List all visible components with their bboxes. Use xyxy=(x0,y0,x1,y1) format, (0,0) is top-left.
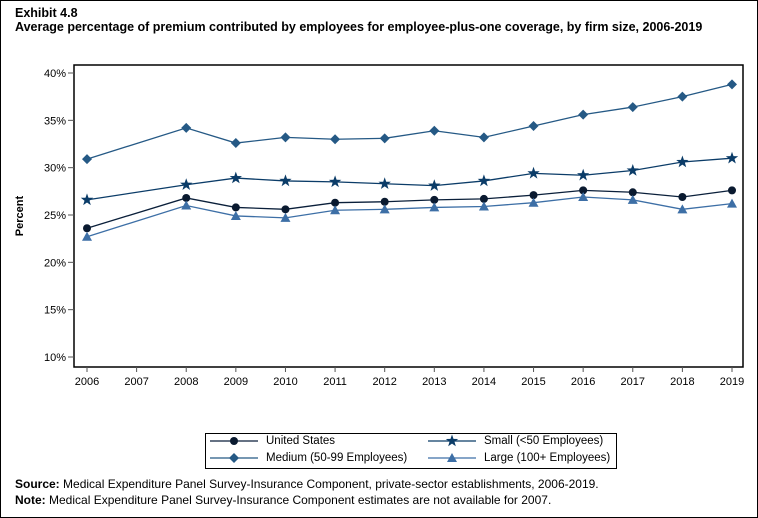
data-point xyxy=(280,132,291,143)
data-point xyxy=(627,102,638,113)
data-point xyxy=(379,133,390,144)
data-point xyxy=(577,168,590,181)
data-point xyxy=(331,198,340,207)
y-tick-label: 30% xyxy=(44,163,66,175)
x-tick-label: 2014 xyxy=(472,376,496,388)
data-point xyxy=(676,155,689,168)
y-tick-label: 35% xyxy=(44,115,66,127)
source-note: Source: Medical Expenditure Panel Survey… xyxy=(15,477,599,491)
legend-item: United States xyxy=(210,434,335,448)
data-point xyxy=(627,194,638,204)
y-axis-label: Percent xyxy=(14,195,26,236)
data-point xyxy=(727,79,737,90)
data-point xyxy=(728,186,736,195)
data-point xyxy=(182,193,191,202)
line-chart: 10% 15% 20% 25% 30% 35% 40% 2006 2007 2008 2009 201… xyxy=(14,64,744,388)
x-tick-label: 2017 xyxy=(621,376,645,388)
data-point xyxy=(231,203,240,212)
x-tick-label: 2006 xyxy=(75,376,99,388)
legend: United States Small (<50 Employees) Medi… xyxy=(205,433,617,469)
data-point xyxy=(280,212,291,222)
legend-item: Medium (50-99 Employees) xyxy=(210,451,407,465)
data-point xyxy=(478,132,489,143)
data-point xyxy=(330,205,341,215)
data-point xyxy=(529,191,538,200)
data-point xyxy=(445,434,459,447)
data-point xyxy=(478,201,489,211)
data-point xyxy=(428,179,441,191)
y-tick-label: 10% xyxy=(44,352,66,364)
series-line xyxy=(86,83,733,160)
data-point xyxy=(181,122,192,133)
y-tick-label: 15% xyxy=(44,305,66,317)
data-point xyxy=(229,453,239,463)
availability-note: Note: Medical Expenditure Panel Survey-I… xyxy=(15,493,552,507)
data-point xyxy=(527,166,540,179)
data-point xyxy=(678,193,687,202)
data-point xyxy=(578,192,589,202)
data-point xyxy=(477,174,491,187)
exhibit-label: Exhibit 4.8 xyxy=(15,6,78,20)
data-point xyxy=(677,204,688,214)
data-point xyxy=(528,197,539,207)
x-tick-label: 2019 xyxy=(720,376,744,388)
legend-label: United States xyxy=(266,435,336,447)
data-point xyxy=(330,134,341,145)
y-tick-label: 40% xyxy=(44,68,66,80)
x-tick-label: 2015 xyxy=(521,376,545,388)
data-point xyxy=(528,121,539,132)
legend-item: Large (100+ Employees) xyxy=(428,451,610,465)
data-point xyxy=(83,224,91,233)
data-point xyxy=(279,174,292,187)
data-point xyxy=(230,210,241,220)
x-tick-label: 2007 xyxy=(124,376,148,388)
x-tick-label: 2013 xyxy=(422,376,446,388)
x-tick-label: 2009 xyxy=(224,376,248,388)
data-point xyxy=(380,197,389,206)
plot-area xyxy=(73,64,744,368)
x-tick-label: 2011 xyxy=(323,376,347,388)
data-point xyxy=(82,154,92,165)
legend-label: Medium (50-99 Employees) xyxy=(266,452,408,464)
data-point xyxy=(579,186,588,195)
y-tick-label: 25% xyxy=(44,210,66,222)
x-tick-label: 2018 xyxy=(670,376,694,388)
data-point xyxy=(230,138,241,149)
y-tick-label: 20% xyxy=(44,257,66,269)
data-point xyxy=(447,453,457,462)
data-point xyxy=(429,202,440,212)
legend-label: Large (100+ Employees) xyxy=(484,452,611,464)
x-tick-label: 2012 xyxy=(372,376,396,388)
x-tick-label: 2010 xyxy=(273,376,297,388)
x-tick-label: 2008 xyxy=(174,376,198,388)
legend-item: Small (<50 Employees) xyxy=(428,434,603,448)
data-point xyxy=(479,194,488,203)
data-point xyxy=(230,437,238,445)
data-point xyxy=(725,151,739,164)
chart-title: Average percentage of premium contribute… xyxy=(15,20,703,34)
data-point xyxy=(378,177,391,189)
data-point xyxy=(180,178,193,190)
data-point xyxy=(430,195,439,204)
data-point xyxy=(82,231,92,241)
data-point xyxy=(727,198,737,208)
data-point xyxy=(578,109,589,120)
x-tick-label: 2016 xyxy=(571,376,595,388)
data-point xyxy=(229,171,242,184)
data-point xyxy=(328,175,342,188)
data-point xyxy=(281,205,290,214)
data-point xyxy=(628,188,637,197)
data-point xyxy=(677,91,688,102)
data-point xyxy=(429,125,440,136)
data-point xyxy=(80,193,94,206)
data-point xyxy=(626,164,639,176)
legend-label: Small (<50 Employees) xyxy=(484,435,604,447)
data-point xyxy=(379,204,390,214)
data-point xyxy=(181,200,192,210)
